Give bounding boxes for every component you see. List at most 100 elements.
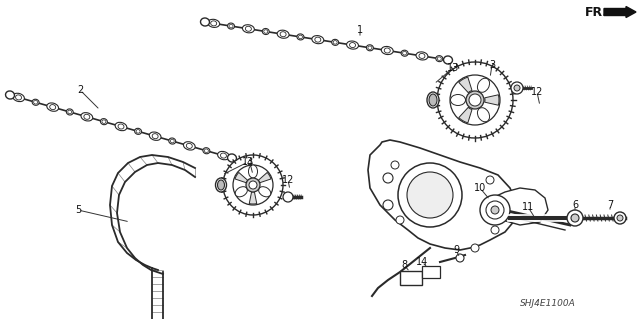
Ellipse shape xyxy=(332,39,339,45)
Text: 11: 11 xyxy=(522,202,534,212)
Ellipse shape xyxy=(200,18,209,26)
Ellipse shape xyxy=(280,32,286,37)
Polygon shape xyxy=(249,192,257,204)
Ellipse shape xyxy=(100,119,108,125)
Ellipse shape xyxy=(115,122,127,131)
Ellipse shape xyxy=(136,130,140,133)
Ellipse shape xyxy=(216,178,227,192)
Circle shape xyxy=(249,181,257,189)
Circle shape xyxy=(383,173,393,183)
Ellipse shape xyxy=(68,110,72,114)
Ellipse shape xyxy=(184,142,195,150)
Text: 7: 7 xyxy=(607,200,613,210)
Ellipse shape xyxy=(228,23,234,29)
Circle shape xyxy=(486,201,504,219)
Ellipse shape xyxy=(152,134,158,139)
Circle shape xyxy=(491,226,499,234)
Ellipse shape xyxy=(81,113,93,121)
Bar xyxy=(422,266,440,278)
Ellipse shape xyxy=(228,154,236,162)
Ellipse shape xyxy=(437,57,442,60)
Circle shape xyxy=(456,254,464,262)
Ellipse shape xyxy=(84,114,90,119)
Bar xyxy=(400,271,422,285)
Circle shape xyxy=(391,161,399,169)
Text: 6: 6 xyxy=(572,200,578,210)
Ellipse shape xyxy=(451,94,465,106)
Text: 1: 1 xyxy=(357,25,363,35)
Ellipse shape xyxy=(208,19,220,27)
Ellipse shape xyxy=(50,105,56,110)
Circle shape xyxy=(233,165,273,205)
Ellipse shape xyxy=(229,24,233,28)
FancyArrow shape xyxy=(604,6,636,18)
Circle shape xyxy=(486,176,494,184)
Text: 13: 13 xyxy=(242,157,254,167)
Ellipse shape xyxy=(436,56,443,62)
Text: 4: 4 xyxy=(247,158,253,168)
Ellipse shape xyxy=(384,48,390,53)
Text: 13: 13 xyxy=(447,63,459,73)
Circle shape xyxy=(469,94,481,106)
Polygon shape xyxy=(459,108,472,123)
Text: SHJ4E1100A: SHJ4E1100A xyxy=(520,299,576,308)
Circle shape xyxy=(407,172,453,218)
Circle shape xyxy=(396,216,404,224)
Ellipse shape xyxy=(186,143,192,148)
Ellipse shape xyxy=(245,26,252,31)
Circle shape xyxy=(511,82,523,94)
Ellipse shape xyxy=(218,152,229,160)
Ellipse shape xyxy=(429,94,437,106)
Ellipse shape xyxy=(333,41,337,44)
Circle shape xyxy=(471,244,479,252)
Polygon shape xyxy=(259,173,271,183)
Ellipse shape xyxy=(297,34,304,40)
Ellipse shape xyxy=(6,91,15,99)
Ellipse shape xyxy=(419,53,425,58)
Ellipse shape xyxy=(203,148,210,154)
Ellipse shape xyxy=(312,36,324,44)
Ellipse shape xyxy=(47,103,59,111)
Polygon shape xyxy=(368,140,515,250)
Ellipse shape xyxy=(264,30,268,33)
Ellipse shape xyxy=(347,41,358,49)
Circle shape xyxy=(614,212,626,224)
Ellipse shape xyxy=(381,47,393,55)
Ellipse shape xyxy=(259,187,271,197)
Ellipse shape xyxy=(477,78,490,92)
Ellipse shape xyxy=(444,56,452,64)
Text: 9: 9 xyxy=(453,245,459,255)
Polygon shape xyxy=(488,188,548,225)
Text: 3: 3 xyxy=(489,60,495,70)
Text: 8: 8 xyxy=(401,260,407,270)
Ellipse shape xyxy=(277,30,289,38)
Circle shape xyxy=(480,195,510,225)
Ellipse shape xyxy=(401,50,408,56)
Circle shape xyxy=(466,91,484,109)
Circle shape xyxy=(450,75,500,125)
Ellipse shape xyxy=(218,180,225,190)
Circle shape xyxy=(223,155,283,215)
Ellipse shape xyxy=(349,42,356,48)
Ellipse shape xyxy=(134,128,141,134)
Circle shape xyxy=(383,200,393,210)
Ellipse shape xyxy=(221,153,227,158)
Text: 10: 10 xyxy=(474,183,486,193)
Ellipse shape xyxy=(403,51,406,55)
Ellipse shape xyxy=(67,109,73,115)
Text: 12: 12 xyxy=(282,175,294,185)
Ellipse shape xyxy=(243,25,254,33)
Ellipse shape xyxy=(262,28,269,34)
Text: 2: 2 xyxy=(77,85,83,95)
Ellipse shape xyxy=(248,165,257,178)
Polygon shape xyxy=(459,77,472,93)
Ellipse shape xyxy=(416,52,428,60)
Ellipse shape xyxy=(169,138,176,144)
Text: 12: 12 xyxy=(531,87,543,97)
Text: FR.: FR. xyxy=(585,5,608,19)
Circle shape xyxy=(246,178,260,192)
Ellipse shape xyxy=(477,108,490,122)
Circle shape xyxy=(437,62,513,138)
Circle shape xyxy=(514,85,520,91)
Polygon shape xyxy=(484,95,499,105)
